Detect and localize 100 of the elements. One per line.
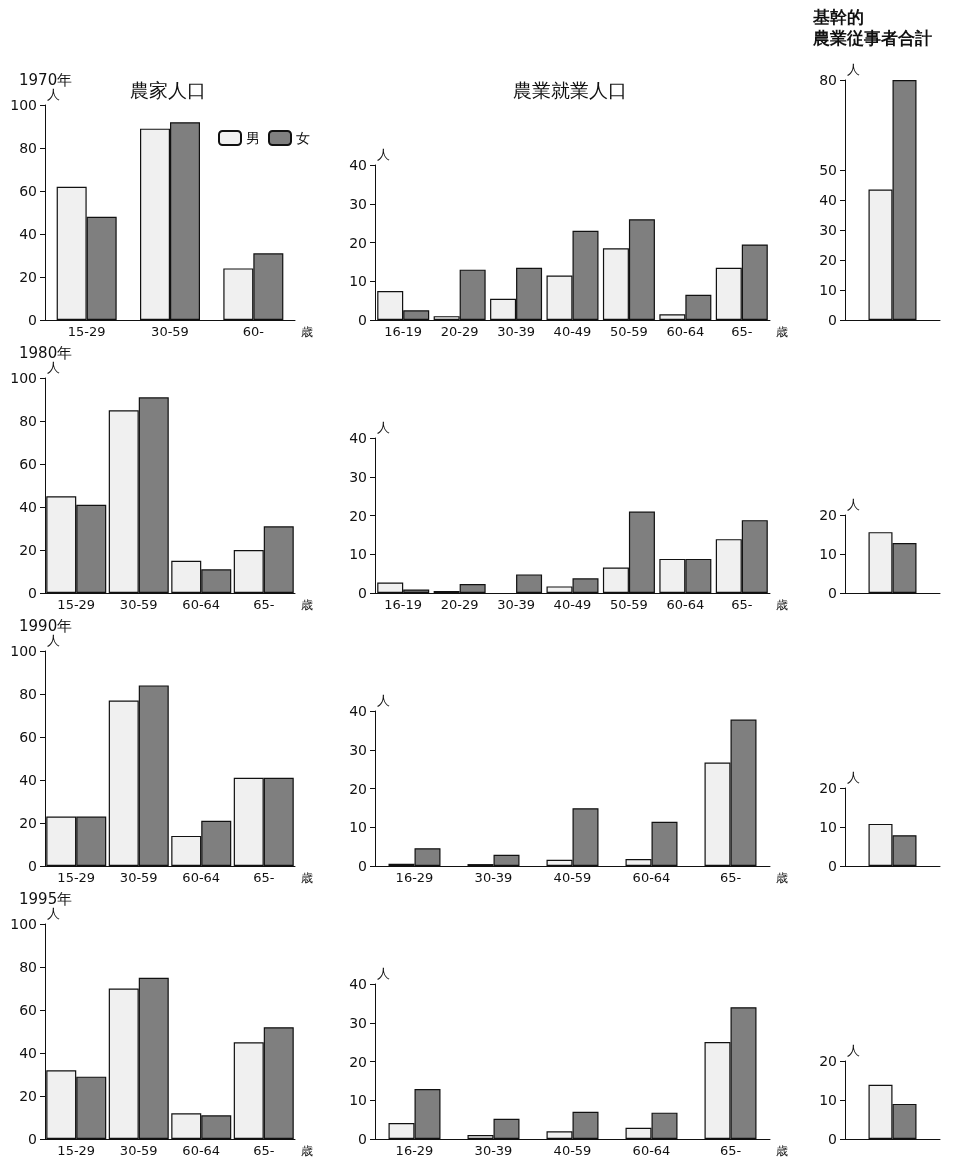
y-axis-title: 人 <box>47 906 60 921</box>
x-tick-label: 60-64 <box>182 870 221 885</box>
x-tick-label: 30-59 <box>151 324 189 339</box>
y-tick-label: 10 <box>349 273 367 290</box>
y-tick-label: 80 <box>19 413 37 429</box>
x-tick-label: 20-29 <box>440 324 479 339</box>
y-tick-label: 30 <box>349 195 367 212</box>
y-tick-label: 60 <box>19 729 37 745</box>
y-tick-label: 0 <box>28 585 37 601</box>
y-tick-label: 0 <box>358 1131 367 1147</box>
y-tick-label: 10 <box>819 1092 837 1108</box>
x-axis-title: 歳 <box>301 325 313 339</box>
chart-title: 基幹的 <box>812 7 864 27</box>
x-tick-label: 60-64 <box>666 324 705 339</box>
x-tick-label: 16-19 <box>384 597 423 612</box>
y-tick-label: 100 <box>10 916 37 932</box>
x-tick-label: 60-64 <box>632 1143 671 1158</box>
x-tick-label: 65- <box>253 870 275 885</box>
x-tick-label: 30-59 <box>119 597 158 612</box>
y-tick-label: 10 <box>349 546 367 563</box>
x-tick-label: 30-39 <box>497 597 535 612</box>
y-tick-label: 20 <box>349 1053 367 1070</box>
y-tick-label: 0 <box>28 858 37 874</box>
y-tick-label: 40 <box>349 703 367 719</box>
x-tick-label: 30-59 <box>119 1143 158 1158</box>
x-tick-label: 15-29 <box>67 324 106 339</box>
y-tick-label: 0 <box>358 858 367 874</box>
y-tick-label: 40 <box>19 499 37 515</box>
x-axis-title: 歳 <box>301 871 313 885</box>
x-tick-label: 30-39 <box>497 324 535 339</box>
x-tick-label: 65- <box>731 597 753 612</box>
x-tick-label: 50-59 <box>610 597 648 612</box>
x-tick-label: 65- <box>253 597 275 612</box>
y-tick-label: 40 <box>819 192 837 208</box>
legend-label: 男 <box>246 130 260 146</box>
x-tick-label: 40-49 <box>553 324 592 339</box>
y-tick-label: 40 <box>349 430 367 446</box>
y-axis-title: 人 <box>847 497 860 512</box>
x-tick-label: 15-29 <box>57 1143 96 1158</box>
x-tick-label: 30-59 <box>119 870 158 885</box>
y-tick-label: 100 <box>10 370 37 386</box>
chart-title: 農家人口 <box>129 79 206 101</box>
y-tick-label: 20 <box>19 542 37 558</box>
y-tick-label: 80 <box>819 72 837 88</box>
y-tick-label: 20 <box>19 815 37 831</box>
y-tick-label: 10 <box>349 819 367 836</box>
y-tick-label: 0 <box>828 312 837 328</box>
y-tick-label: 20 <box>19 269 37 285</box>
x-axis-title: 歳 <box>776 871 788 885</box>
x-tick-label: 40-59 <box>553 870 592 885</box>
x-tick-label: 15-29 <box>57 597 96 612</box>
y-axis-title: 人 <box>847 62 860 77</box>
y-tick-label: 10 <box>349 1092 367 1109</box>
y-axis-title: 人 <box>47 87 60 102</box>
x-tick-label: 60-64 <box>182 597 221 612</box>
y-tick-label: 60 <box>19 456 37 472</box>
x-tick-label: 65- <box>719 870 742 885</box>
y-tick-label: 60 <box>19 183 37 199</box>
y-tick-label: 0 <box>358 585 367 601</box>
y-axis-title: 人 <box>377 693 390 708</box>
y-tick-label: 100 <box>10 643 37 659</box>
y-tick-label: 60 <box>19 1002 37 1018</box>
y-tick-label: 40 <box>349 976 367 992</box>
x-tick-label: 65- <box>719 1143 742 1158</box>
y-tick-label: 20 <box>819 1053 837 1069</box>
y-axis-title: 人 <box>377 147 390 162</box>
y-tick-label: 10 <box>819 819 837 835</box>
chart-title: 農業就業人口 <box>513 79 627 101</box>
y-tick-label: 80 <box>19 686 37 702</box>
y-tick-label: 100 <box>10 97 37 113</box>
y-axis-title: 人 <box>47 360 60 375</box>
y-axis-title: 人 <box>847 1043 860 1058</box>
y-tick-label: 40 <box>349 157 367 173</box>
y-tick-label: 0 <box>828 585 837 601</box>
x-tick-label: 60-64 <box>182 1143 221 1158</box>
y-tick-label: 80 <box>19 140 37 156</box>
y-tick-label: 0 <box>358 312 367 328</box>
y-axis-title: 人 <box>847 770 860 785</box>
y-tick-label: 0 <box>28 312 37 328</box>
y-tick-label: 80 <box>19 959 37 975</box>
x-axis-title: 歳 <box>776 1144 788 1158</box>
y-axis-title: 人 <box>377 966 390 981</box>
chart-subtitle: 1995年 <box>19 889 73 908</box>
x-tick-label: 16-29 <box>395 1143 434 1158</box>
y-tick-label: 30 <box>349 741 367 758</box>
x-tick-label: 30-39 <box>474 870 513 885</box>
y-tick-label: 20 <box>349 780 367 797</box>
x-tick-label: 60-64 <box>632 870 671 885</box>
y-tick-label: 50 <box>819 162 837 178</box>
y-axis-title: 人 <box>47 633 60 648</box>
chart-subtitle: 1980年 <box>19 343 73 362</box>
y-tick-label: 0 <box>828 1131 837 1147</box>
y-tick-label: 30 <box>349 1014 367 1031</box>
x-tick-label: 40-59 <box>553 1143 592 1158</box>
x-tick-label: 16-19 <box>384 324 423 339</box>
y-tick-label: 20 <box>819 780 837 796</box>
chart-subtitle: 1970年 <box>19 70 73 89</box>
y-tick-label: 20 <box>819 507 837 523</box>
x-tick-label: 15-29 <box>57 870 96 885</box>
y-tick-label: 20 <box>19 1088 37 1104</box>
